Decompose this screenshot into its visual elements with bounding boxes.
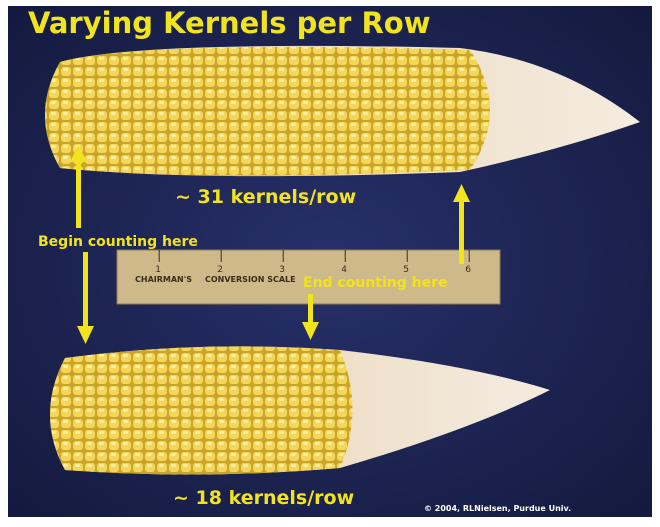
ruler-number: 1 — [155, 265, 161, 275]
ruler-scale: CONVERSION SCALE — [205, 275, 296, 284]
credit: © 2004, RLNielsen, Purdue Univ. — [424, 504, 571, 513]
ruler-number: 3 — [279, 265, 285, 275]
corn-ear-bottom — [50, 346, 353, 474]
page: 1 2 3 4 5 6 CHAIRMAN'S CONVERSION SCALE Varyi… — [0, 0, 660, 523]
end-label: End counting here — [303, 275, 448, 291]
bottom-count: ~ 18 kernels/row — [173, 487, 354, 509]
corn-ear-top — [45, 47, 490, 176]
ruler-number: 6 — [465, 265, 471, 275]
ruler-number: 4 — [341, 265, 347, 275]
photo: 1 2 3 4 5 6 CHAIRMAN'S CONVERSION SCALE Varyi… — [0, 0, 660, 523]
ruler-number: 2 — [217, 265, 223, 275]
ruler-brand: CHAIRMAN'S — [135, 275, 192, 284]
begin-label: Begin counting here — [38, 234, 198, 250]
title: Varying Kernels per Row — [28, 6, 431, 40]
ruler-number: 5 — [403, 265, 409, 275]
top-count: ~ 31 kernels/row — [175, 186, 356, 208]
